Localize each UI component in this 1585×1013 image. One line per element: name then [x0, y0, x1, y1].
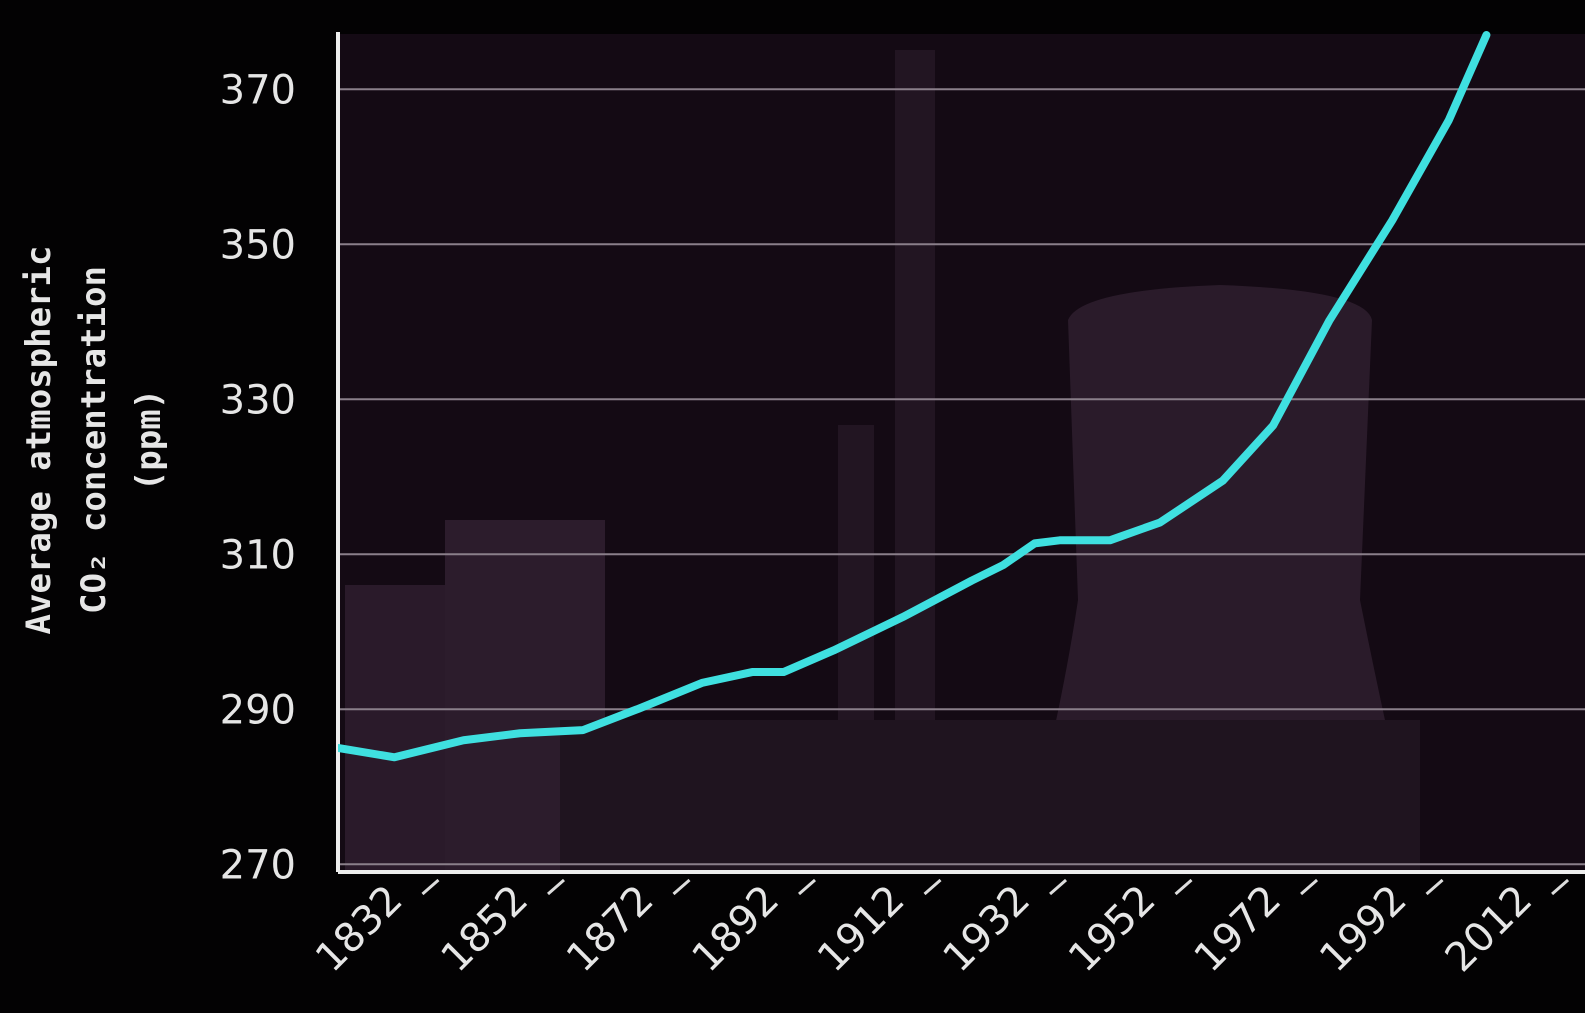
- x-tick-mark: [1300, 878, 1319, 896]
- x-tick-mark: [798, 878, 816, 896]
- x-tick-mark: [547, 878, 565, 896]
- x-tick-mark: [1049, 878, 1068, 896]
- x-tick-mark: [421, 878, 440, 896]
- y-tick-label: 350: [220, 222, 296, 268]
- x-tick-mark: [672, 878, 691, 896]
- x-tick-mark: [1174, 878, 1193, 896]
- y-tick-label: 270: [220, 842, 296, 888]
- x-tick-mark: [1425, 878, 1444, 896]
- y-tick-label: 290: [220, 687, 296, 733]
- y-tick-label: 370: [220, 67, 296, 113]
- plot-background: [338, 34, 1585, 872]
- data-line: [338, 31, 1491, 762]
- y-axis-label: Average atmospheric: [19, 246, 59, 635]
- y-axis-label: (ppm): [129, 389, 169, 491]
- y-tick-label: 330: [220, 377, 296, 423]
- y-axis-label: CO₂ concentration: [74, 266, 114, 614]
- plot-area: [338, 31, 1491, 762]
- x-tick-mark: [923, 878, 942, 896]
- x-tick-mark: [1551, 878, 1570, 896]
- y-tick-label: 310: [220, 532, 296, 578]
